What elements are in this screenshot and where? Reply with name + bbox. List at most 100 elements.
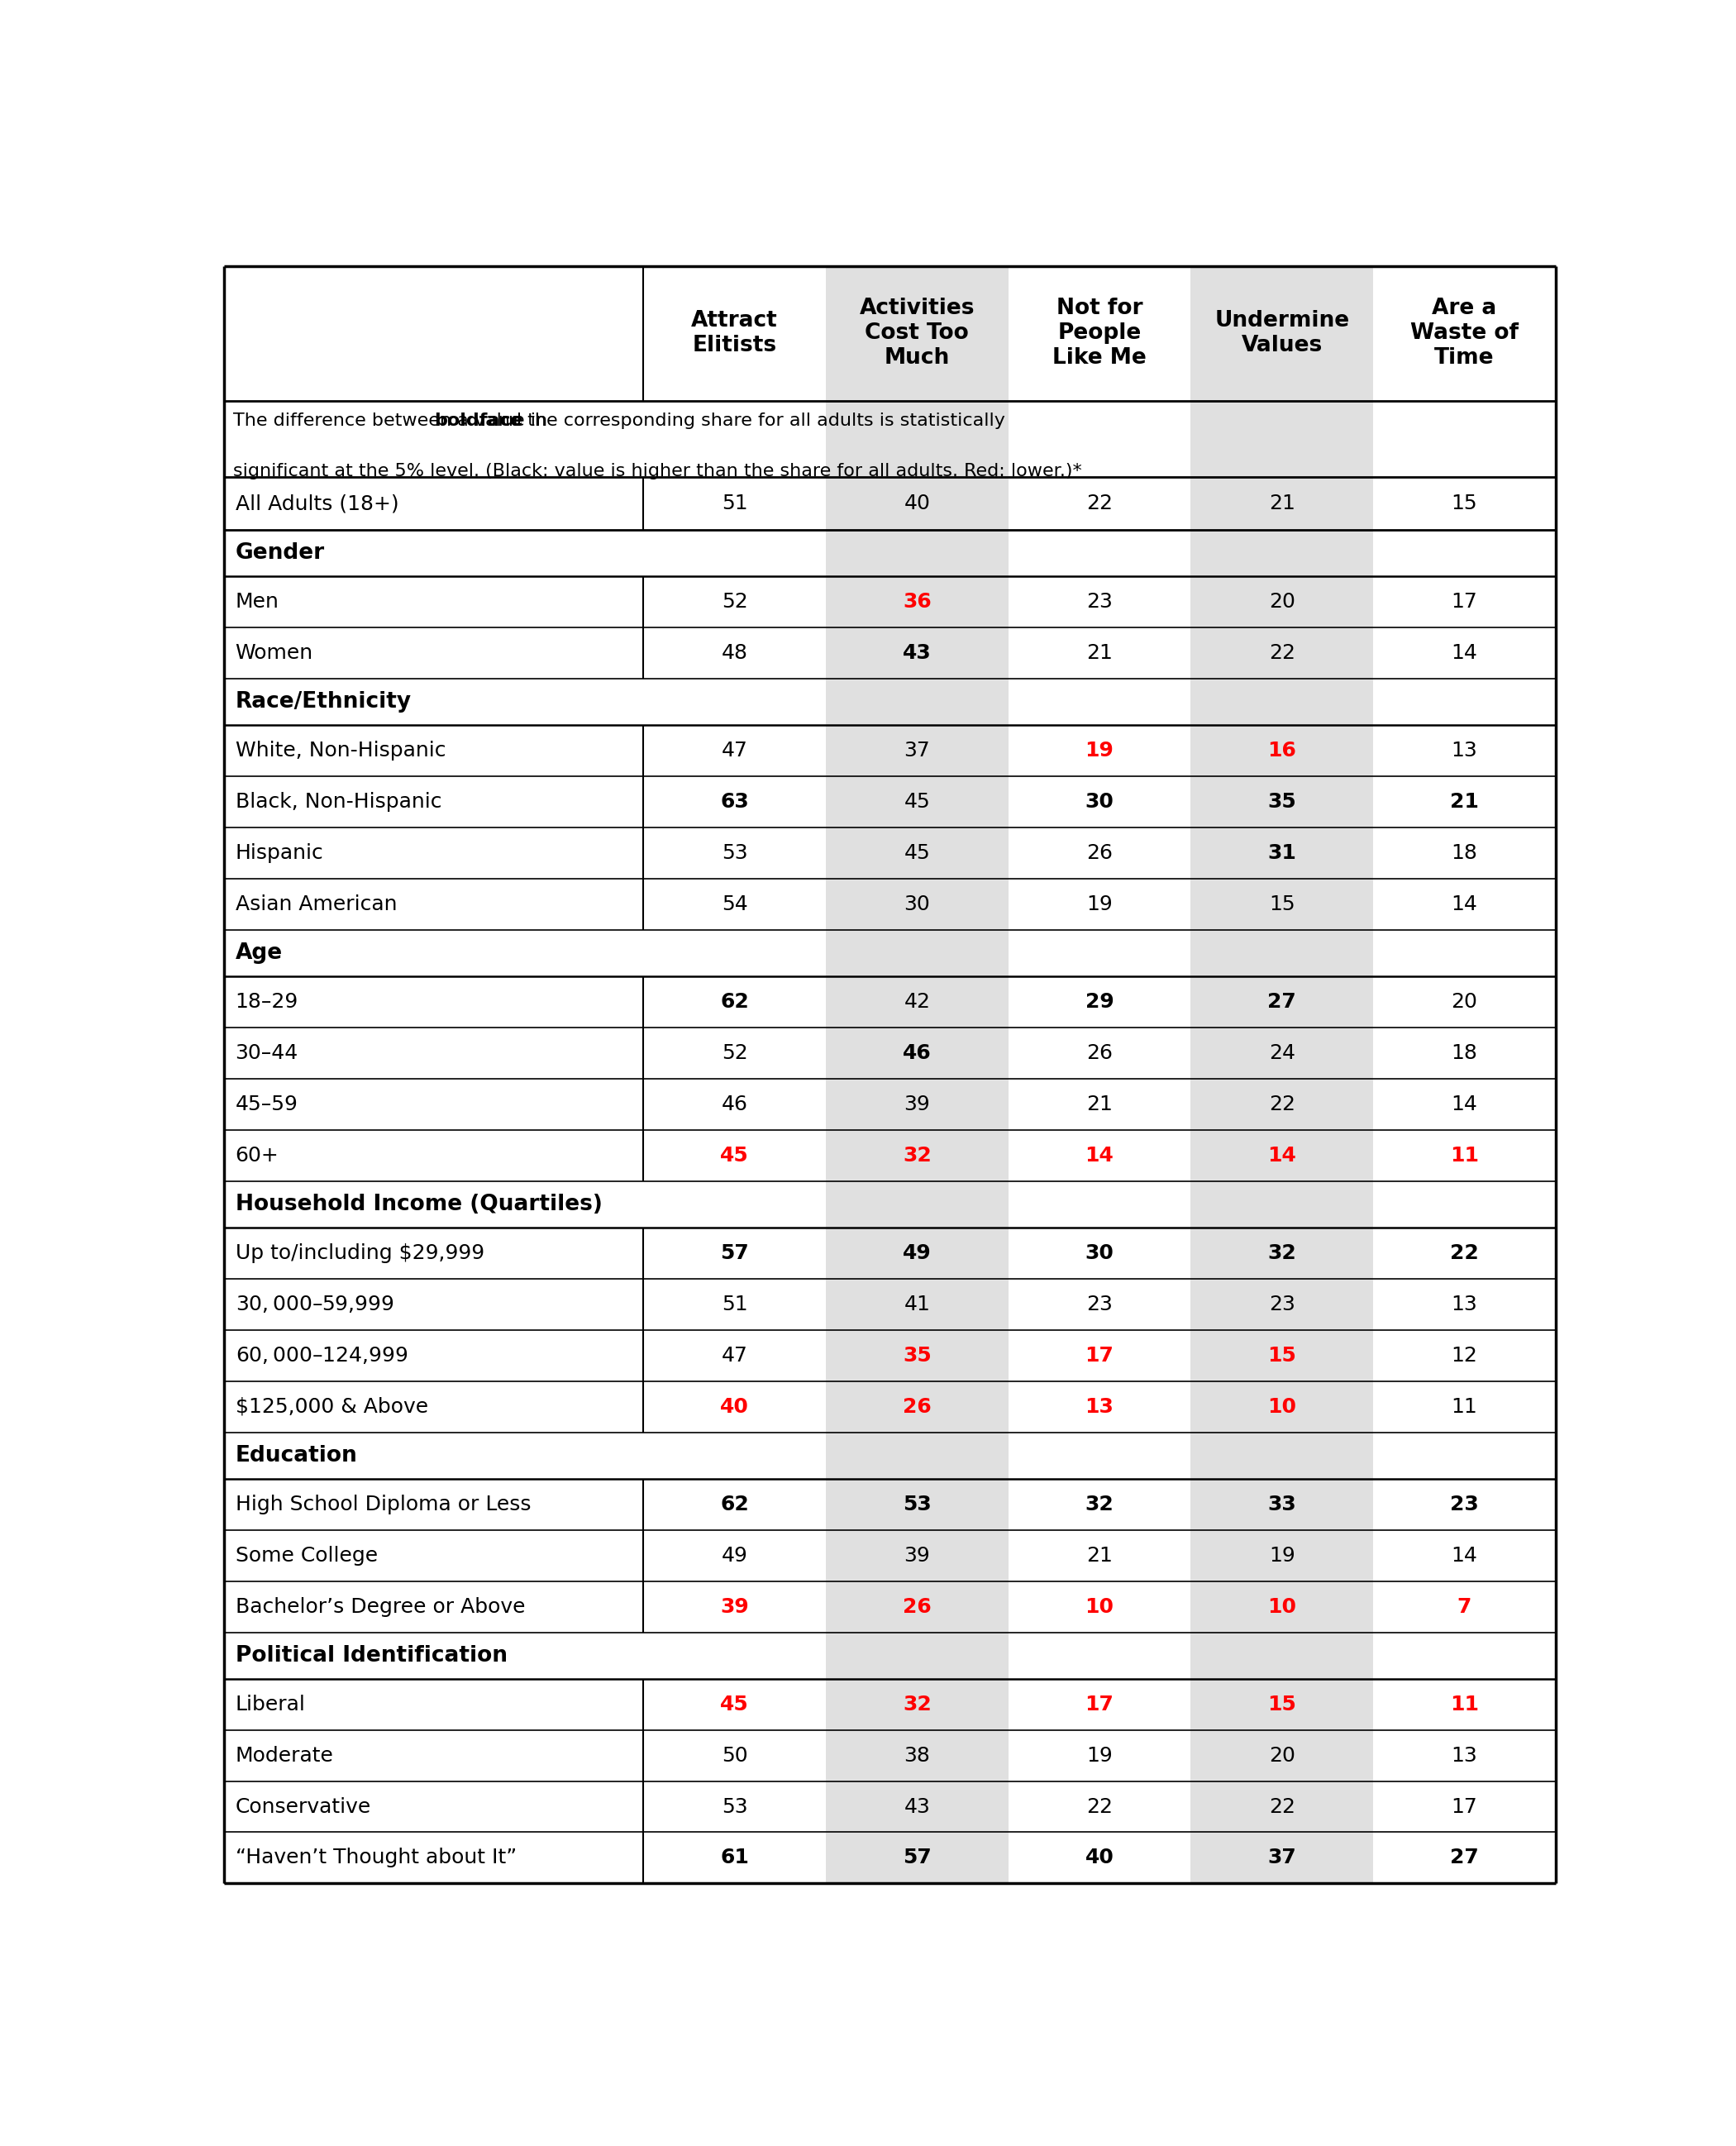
Text: 21: 21 xyxy=(1087,1545,1113,1564)
Text: Liberal: Liberal xyxy=(236,1695,306,1715)
Text: 17: 17 xyxy=(1085,1346,1115,1365)
Text: 19: 19 xyxy=(1087,1745,1113,1766)
Text: 45: 45 xyxy=(904,792,930,811)
Text: 17: 17 xyxy=(1451,1796,1477,1816)
Text: 12: 12 xyxy=(1451,1346,1477,1365)
Text: 23: 23 xyxy=(1087,1294,1113,1313)
Text: 14: 14 xyxy=(1267,1146,1297,1165)
Text: 53: 53 xyxy=(722,843,748,863)
Text: 45: 45 xyxy=(904,843,930,863)
Text: Conservative: Conservative xyxy=(236,1796,372,1816)
Text: 40: 40 xyxy=(720,1397,748,1416)
Text: White, Non-Hispanic: White, Non-Hispanic xyxy=(236,740,446,760)
Text: 33: 33 xyxy=(1267,1494,1297,1515)
Text: 16: 16 xyxy=(1267,740,1297,760)
Text: 57: 57 xyxy=(903,1848,932,1867)
Text: boldface: boldface xyxy=(434,412,523,429)
Text: 61: 61 xyxy=(720,1848,748,1867)
Text: 39: 39 xyxy=(720,1597,748,1616)
Text: Gender: Gender xyxy=(236,543,325,564)
Text: Women: Women xyxy=(236,644,312,663)
Text: 49: 49 xyxy=(722,1545,748,1564)
Text: 18–29: 18–29 xyxy=(236,991,299,1013)
Text: 39: 39 xyxy=(904,1545,930,1564)
Text: 18: 18 xyxy=(1451,843,1477,863)
Text: 17: 17 xyxy=(1451,592,1477,612)
Text: 14: 14 xyxy=(1451,895,1477,914)
Text: 47: 47 xyxy=(722,1346,748,1365)
Text: 19: 19 xyxy=(1087,895,1113,914)
Text: 22: 22 xyxy=(1087,494,1113,513)
Text: 41: 41 xyxy=(904,1294,930,1313)
Text: 45: 45 xyxy=(720,1695,748,1715)
Text: 31: 31 xyxy=(1267,843,1297,863)
Text: 37: 37 xyxy=(1267,1848,1297,1867)
Text: 52: 52 xyxy=(722,592,748,612)
Text: 22: 22 xyxy=(1269,1796,1295,1816)
Text: 14: 14 xyxy=(1085,1146,1115,1165)
Text: 62: 62 xyxy=(720,991,748,1013)
Text: 42: 42 xyxy=(904,991,930,1013)
Text: 23: 23 xyxy=(1450,1494,1479,1515)
Text: 17: 17 xyxy=(1085,1695,1115,1715)
Text: 27: 27 xyxy=(1450,1848,1479,1867)
Text: All Adults (18+): All Adults (18+) xyxy=(236,494,399,513)
Text: 51: 51 xyxy=(722,1294,748,1313)
Text: 19: 19 xyxy=(1269,1545,1295,1564)
Text: 40: 40 xyxy=(1085,1848,1115,1867)
Text: 10: 10 xyxy=(1085,1597,1115,1616)
Text: 19: 19 xyxy=(1085,740,1115,760)
Text: 51: 51 xyxy=(722,494,748,513)
Text: $30,000–$59,999: $30,000–$59,999 xyxy=(236,1294,394,1315)
Text: 54: 54 xyxy=(722,895,748,914)
Text: 57: 57 xyxy=(720,1243,748,1264)
Bar xyxy=(1191,266,1373,1884)
Text: 22: 22 xyxy=(1269,1094,1295,1114)
Text: 63: 63 xyxy=(720,792,748,811)
Text: 39: 39 xyxy=(904,1094,930,1114)
Text: Asian American: Asian American xyxy=(236,895,398,914)
Text: 43: 43 xyxy=(904,1796,930,1816)
Text: Moderate: Moderate xyxy=(236,1745,333,1766)
Text: 23: 23 xyxy=(1269,1294,1295,1313)
Text: 43: 43 xyxy=(903,644,932,663)
Text: 22: 22 xyxy=(1087,1796,1113,1816)
Text: 26: 26 xyxy=(903,1397,932,1416)
Text: 53: 53 xyxy=(903,1494,932,1515)
Text: 48: 48 xyxy=(720,644,748,663)
Text: 13: 13 xyxy=(1085,1397,1115,1416)
Text: 29: 29 xyxy=(1085,991,1115,1013)
Text: 14: 14 xyxy=(1451,1545,1477,1564)
Text: 7: 7 xyxy=(1457,1597,1472,1616)
Text: 11: 11 xyxy=(1450,1146,1479,1165)
Text: 15: 15 xyxy=(1269,895,1295,914)
Text: Not for
People
Like Me: Not for People Like Me xyxy=(1052,298,1146,369)
Text: 11: 11 xyxy=(1450,1695,1479,1715)
Text: 45–59: 45–59 xyxy=(236,1094,299,1114)
Text: 13: 13 xyxy=(1451,740,1477,760)
Text: 15: 15 xyxy=(1267,1346,1297,1365)
Text: 32: 32 xyxy=(903,1146,932,1165)
Text: 27: 27 xyxy=(1267,991,1297,1013)
Text: Education: Education xyxy=(236,1444,358,1466)
Text: 26: 26 xyxy=(903,1597,932,1616)
Text: 13: 13 xyxy=(1451,1745,1477,1766)
Text: 20: 20 xyxy=(1451,991,1477,1013)
Text: 11: 11 xyxy=(1451,1397,1477,1416)
Text: 10: 10 xyxy=(1267,1597,1297,1616)
Text: significant at the 5% level. (Black: value is higher than the share for all adul: significant at the 5% level. (Black: val… xyxy=(233,464,1082,481)
Text: 60+: 60+ xyxy=(236,1146,279,1165)
Text: 53: 53 xyxy=(722,1796,748,1816)
Text: 49: 49 xyxy=(903,1243,932,1264)
Text: 21: 21 xyxy=(1087,644,1113,663)
Text: Household Income (Quartiles): Household Income (Quartiles) xyxy=(236,1193,602,1215)
Text: $125,000 & Above: $125,000 & Above xyxy=(236,1397,429,1416)
Text: Bachelor’s Degree or Above: Bachelor’s Degree or Above xyxy=(236,1597,524,1616)
Text: 32: 32 xyxy=(903,1695,932,1715)
Text: 30: 30 xyxy=(904,895,930,914)
Text: 21: 21 xyxy=(1087,1094,1113,1114)
Text: 20: 20 xyxy=(1269,592,1295,612)
Text: Up to/including $29,999: Up to/including $29,999 xyxy=(236,1243,484,1264)
Text: 14: 14 xyxy=(1451,1094,1477,1114)
Text: 23: 23 xyxy=(1087,592,1113,612)
